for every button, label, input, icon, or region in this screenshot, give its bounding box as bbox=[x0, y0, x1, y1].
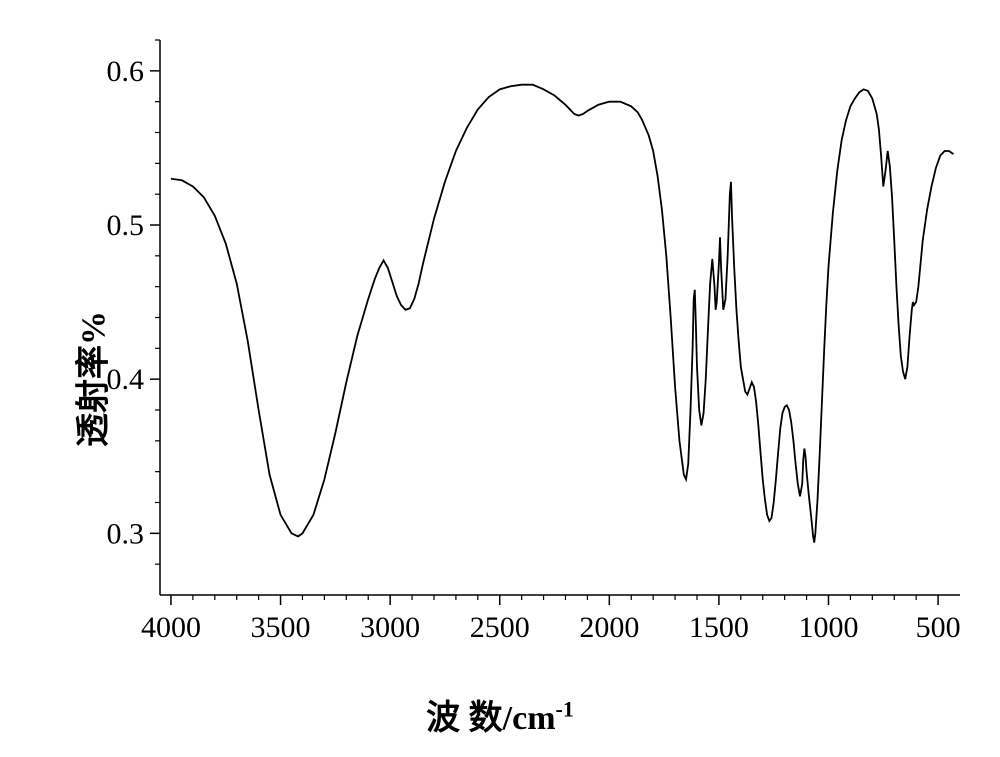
x-axis-label-exp: -1 bbox=[556, 697, 574, 722]
ticks-group bbox=[150, 40, 938, 605]
svg-text:1500: 1500 bbox=[689, 611, 749, 644]
svg-text:0.5: 0.5 bbox=[107, 209, 145, 242]
svg-text:2500: 2500 bbox=[470, 611, 530, 644]
svg-text:4000: 4000 bbox=[141, 611, 201, 644]
svg-text:1000: 1000 bbox=[798, 611, 858, 644]
ir-spectrum-chart: 透射率% 波 数/cm-1 40003500300025002000150010… bbox=[0, 0, 1000, 757]
svg-text:2000: 2000 bbox=[579, 611, 639, 644]
svg-text:3000: 3000 bbox=[360, 611, 420, 644]
tick-labels-group: 4000 3500 3000 2500 2000 1500 1000 500 0.3 0.4 0.5… bbox=[107, 55, 961, 644]
svg-text:500: 500 bbox=[916, 611, 961, 644]
svg-text:3500: 3500 bbox=[251, 611, 311, 644]
svg-text:0.3: 0.3 bbox=[107, 517, 145, 550]
x-axis-label-unit: cm bbox=[512, 700, 555, 737]
svg-text:0.4: 0.4 bbox=[107, 363, 145, 396]
svg-text:0.6: 0.6 bbox=[107, 55, 145, 88]
plot-svg: 40003500300025002000150010005000.30.40.5… bbox=[150, 30, 970, 650]
x-axis-label: 波 数/cm-1 bbox=[426, 690, 574, 739]
spectrum-line bbox=[171, 85, 953, 543]
x-axis-label-prefix: 波 数/ bbox=[426, 700, 512, 737]
plot-area: 40003500300025002000150010005000.30.40.5… bbox=[150, 30, 970, 650]
